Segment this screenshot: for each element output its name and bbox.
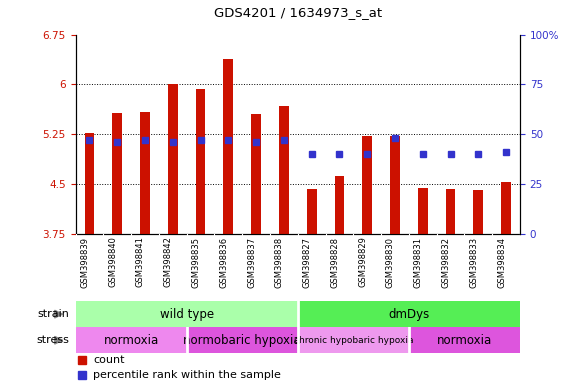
Text: normoxia: normoxia xyxy=(437,334,492,347)
Text: GSM398827: GSM398827 xyxy=(303,237,311,288)
Bar xyxy=(390,136,400,234)
Bar xyxy=(168,84,178,234)
Bar xyxy=(298,327,409,353)
Bar xyxy=(298,301,520,327)
Bar xyxy=(335,176,345,234)
Bar xyxy=(446,189,456,234)
Text: normoxia: normoxia xyxy=(103,334,159,347)
Text: GDS4201 / 1634973_s_at: GDS4201 / 1634973_s_at xyxy=(214,6,382,19)
Text: GSM398836: GSM398836 xyxy=(219,237,228,288)
Bar xyxy=(140,112,150,234)
Text: GSM398832: GSM398832 xyxy=(442,237,450,288)
Text: GSM398842: GSM398842 xyxy=(164,237,173,287)
Bar xyxy=(279,106,289,234)
Text: GSM398831: GSM398831 xyxy=(414,237,423,288)
Text: strain: strain xyxy=(38,309,70,319)
Text: GSM398830: GSM398830 xyxy=(386,237,395,288)
Bar xyxy=(76,327,187,353)
Text: GSM398837: GSM398837 xyxy=(247,237,256,288)
Bar xyxy=(251,114,261,234)
Text: GSM398834: GSM398834 xyxy=(497,237,506,288)
Text: percentile rank within the sample: percentile rank within the sample xyxy=(94,370,281,380)
Text: GSM398841: GSM398841 xyxy=(136,237,145,287)
Bar xyxy=(474,190,483,234)
Bar xyxy=(418,188,428,234)
Text: GSM398838: GSM398838 xyxy=(275,237,284,288)
Text: chronic hypobaric hypoxia: chronic hypobaric hypoxia xyxy=(293,336,413,345)
Bar xyxy=(76,301,298,327)
Bar xyxy=(187,327,298,353)
Bar xyxy=(224,59,233,234)
Bar xyxy=(196,89,206,234)
Text: GSM398839: GSM398839 xyxy=(80,237,89,288)
Bar xyxy=(112,113,122,234)
Text: GSM398833: GSM398833 xyxy=(469,237,478,288)
Text: GSM398829: GSM398829 xyxy=(358,237,367,287)
Bar xyxy=(307,189,317,234)
Text: wild type: wild type xyxy=(160,308,214,321)
Text: normobaric hypoxia: normobaric hypoxia xyxy=(184,334,301,347)
Bar xyxy=(409,327,520,353)
Text: GSM398840: GSM398840 xyxy=(108,237,117,287)
Text: GSM398835: GSM398835 xyxy=(192,237,200,288)
Text: count: count xyxy=(94,356,125,366)
Text: stress: stress xyxy=(37,335,70,345)
Bar xyxy=(85,133,94,234)
Bar xyxy=(501,182,511,234)
Text: dmDys: dmDys xyxy=(388,308,429,321)
Bar xyxy=(363,136,372,234)
Text: GSM398828: GSM398828 xyxy=(331,237,339,288)
